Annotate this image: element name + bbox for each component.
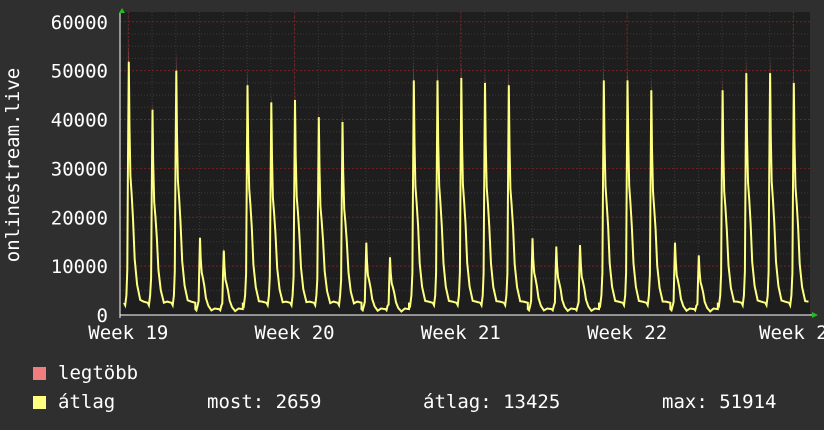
y-tick-label: 10000: [51, 256, 108, 278]
x-tick-label: Week 20: [255, 322, 335, 344]
y-tick-label: 30000: [51, 158, 108, 180]
x-tick-label: Week 21: [421, 322, 501, 344]
y-tick-label: 50000: [51, 61, 108, 83]
x-tick-label: Week 19: [88, 322, 168, 344]
stat-max: max: 51914: [662, 391, 777, 413]
y-tick-label: 20000: [51, 207, 108, 229]
legend-max-label: legtöbb: [58, 362, 139, 384]
y-axis-label: onlinestream.live: [2, 68, 24, 262]
y-axis-arrow-icon: [119, 8, 125, 13]
avg-series-line: [123, 61, 809, 313]
x-tick-labels: Week 19 Week 20 Week 21 Week 22 Week 2: [88, 322, 824, 344]
x-tick-label: Week 22: [587, 322, 667, 344]
y-tick-labels: 0 10000 20000 30000 40000 50000 60000: [51, 12, 108, 327]
y-tick-label: 40000: [51, 110, 108, 132]
y-tick-label: 0: [97, 305, 108, 327]
x-axis-arrow-icon: [812, 312, 818, 318]
legend-avg-label: átlag: [58, 391, 116, 413]
legend-avg-swatch: [33, 396, 46, 409]
y-tick-label: 60000: [51, 12, 108, 34]
x-tick-label: Week 2: [759, 322, 824, 344]
stat-current: most: 2659: [207, 391, 322, 413]
legend-max-swatch: [33, 367, 46, 380]
stat-average: átlag: 13425: [423, 391, 561, 413]
